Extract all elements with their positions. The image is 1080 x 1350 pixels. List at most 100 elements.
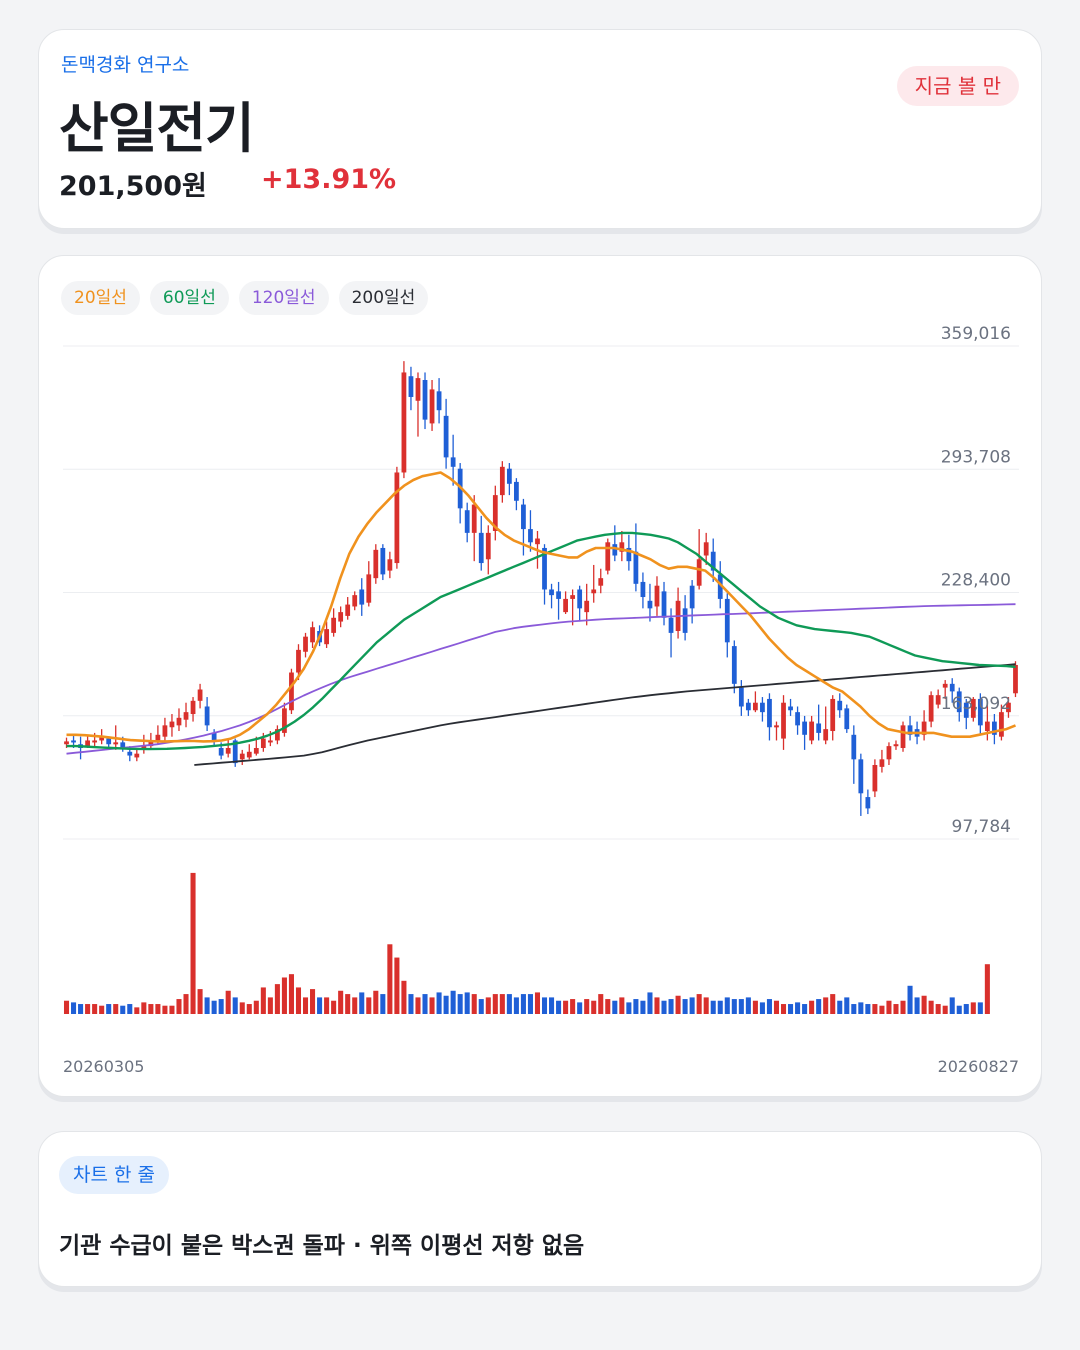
volume-bar [422, 994, 428, 1014]
candle [1006, 697, 1011, 718]
volume-bar [724, 997, 730, 1014]
candle [204, 697, 210, 732]
volume-bar [802, 1004, 808, 1014]
ma-line-60 [66, 531, 1016, 751]
volume-bar [288, 974, 294, 1014]
candle [788, 698, 793, 716]
volume-bar [436, 992, 442, 1014]
volume-bar [253, 1000, 259, 1014]
volume-bar [387, 944, 393, 1014]
volume-bar [281, 977, 287, 1014]
candlestick-chart: 359,016 293,708 228,400 163,092 97,784 20260… [63, 324, 1019, 1076]
volume-bar [773, 1000, 780, 1014]
volume-bar [682, 999, 688, 1014]
candle [731, 640, 737, 694]
candle [394, 466, 400, 569]
candle [415, 372, 421, 437]
candle [1013, 661, 1018, 698]
candle [949, 678, 955, 703]
ma-tag-60[interactable]: 60일선 [149, 281, 229, 315]
candle [710, 538, 716, 582]
volume-bar [731, 999, 737, 1014]
ma-tag-20[interactable]: 20일선 [61, 281, 140, 315]
volume-bar [134, 1007, 140, 1014]
ma-tag-120[interactable]: 120일선 [238, 281, 329, 315]
volume-bar [717, 1000, 723, 1014]
volume-bar [113, 1004, 119, 1014]
candle [457, 463, 463, 524]
candle [823, 706, 829, 745]
volume-bar [218, 999, 224, 1014]
candle [598, 568, 604, 594]
volume-bar [549, 997, 555, 1014]
candle [626, 534, 632, 571]
volume-bar [92, 1004, 98, 1014]
candle [345, 597, 351, 620]
volume-bar [148, 1004, 154, 1014]
volume-bar [246, 1004, 252, 1014]
candle [338, 606, 344, 628]
candle [464, 502, 470, 543]
candle [647, 583, 653, 622]
volume-bar [429, 997, 435, 1014]
volume-bar [534, 992, 541, 1014]
volume-bar [577, 1002, 583, 1014]
status-badge: 지금 볼 만 [896, 66, 1019, 106]
candle [605, 538, 611, 575]
volume-bar [745, 997, 751, 1014]
candle [373, 544, 379, 584]
ma-line-120 [66, 603, 1016, 755]
volume-bar [907, 985, 913, 1014]
y-tick-label: 359,016 [941, 324, 1011, 344]
candle [408, 366, 414, 411]
volume-bar [450, 990, 456, 1014]
volume-bar [394, 957, 400, 1014]
candle [745, 698, 751, 716]
candle [865, 789, 871, 815]
volume-bar [127, 1004, 133, 1014]
volume-bar [865, 1004, 871, 1014]
candle [977, 693, 983, 735]
volume-bar [141, 1002, 147, 1014]
note-card: 차트 한 줄 기관 수급이 붙은 박스권 돌파 · 위쪽 이평선 저항 없음 [38, 1131, 1042, 1287]
volume-bar [366, 997, 372, 1014]
brand-label: 돈맥경화 연구소 [61, 54, 190, 76]
volume-bar [99, 1005, 105, 1014]
candle [303, 632, 308, 658]
candle [942, 680, 948, 699]
candle [781, 695, 786, 750]
volume-bar [267, 997, 273, 1014]
candle [471, 495, 477, 562]
candle [837, 693, 843, 718]
volume-bar [478, 999, 484, 1014]
volume-bar [928, 1000, 934, 1014]
volume-bar [563, 1000, 569, 1014]
candle [506, 463, 512, 496]
candle [443, 398, 449, 469]
volume-bar [626, 1002, 632, 1014]
candle [816, 704, 822, 741]
volume-bar [106, 1004, 112, 1014]
candle [767, 693, 772, 741]
volume-bar [780, 1004, 787, 1014]
volume-bar [710, 1000, 716, 1014]
volume-bar [605, 999, 611, 1014]
volume-bar [830, 994, 836, 1014]
volume-bar [324, 997, 330, 1014]
volume-bar [471, 994, 477, 1014]
volume-bar [816, 999, 822, 1014]
volume-bar [668, 999, 674, 1014]
candle [310, 621, 315, 648]
ma-tag-200[interactable]: 200일선 [338, 281, 429, 315]
volume-bar [956, 1005, 962, 1014]
volume-bar [984, 964, 990, 1014]
candle [141, 734, 147, 754]
volume-bar [380, 994, 386, 1014]
y-tick-label: 293,708 [941, 447, 1011, 467]
volume-bar [661, 1000, 667, 1014]
volume-bar [696, 994, 702, 1014]
candle [429, 380, 435, 431]
candle [401, 361, 407, 479]
candle [802, 715, 807, 750]
volume-bar [232, 997, 238, 1014]
